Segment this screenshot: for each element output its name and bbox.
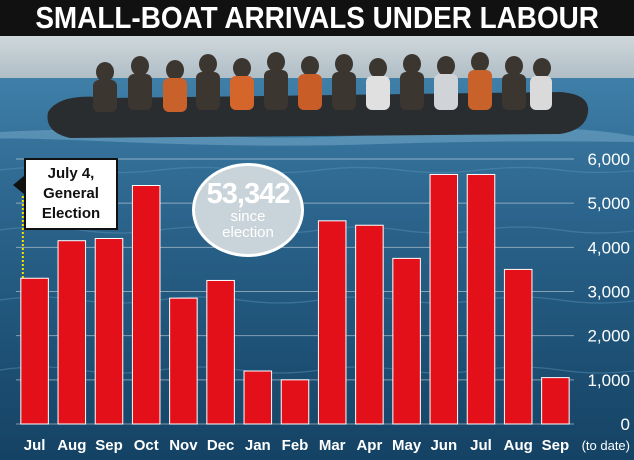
bar-apr-9 [355,224,384,425]
x-tick-label: Feb [282,437,309,454]
bar-oct-3 [131,185,161,425]
y-tick-label: 1,000 [587,371,630,390]
total-caption-line: election [222,224,274,241]
bar-dec-5 [206,279,235,425]
callout-pointer [13,176,24,194]
callout-line: July 4, [47,165,95,182]
total-number: 53,342 [206,178,291,210]
bar-may-10 [392,257,421,425]
to-date-note: (to date) [582,438,630,453]
bar-mar-8 [317,220,347,425]
x-tick-label: Dec [207,437,235,454]
x-tick-label: Oct [134,437,159,454]
total-since-election-badge: 53,342 since election [192,163,304,257]
bar-aug-13 [503,268,533,425]
headline: SMALL-BOAT ARRIVALS UNDER LABOUR [35,0,599,35]
bars [20,173,570,425]
y-tick-label: 2,000 [587,327,630,346]
x-tick-label: May [392,437,422,454]
y-tick-label: 6,000 [587,150,630,169]
x-tick-label: Jan [245,437,271,454]
y-tick-label: 3,000 [587,283,630,302]
election-callout: July 4, General Election [24,158,118,230]
y-tick-label: 4,000 [587,238,630,257]
x-tick-label: Apr [356,437,382,454]
y-axis-tick-labels: 0 1,000 2,000 3,000 4,000 5,000 6,000 [587,150,630,434]
headline-banner: SMALL-BOAT ARRIVALS UNDER LABOUR [0,0,634,36]
bar-jul-0 [20,277,49,425]
callout-line: General [43,185,99,202]
x-axis-tick-labels: Jul Aug Sep Oct Nov Dec Jan Feb Mar Apr May Jun Jul A… [24,437,630,454]
x-tick-label: Aug [504,437,533,454]
bar-feb-7 [280,379,310,425]
bar-jan-6 [243,370,273,425]
x-tick-label: Mar [319,437,346,454]
x-tick-label: Aug [57,437,86,454]
x-tick-label: Sep [95,437,123,454]
bar-jun-11 [429,173,459,425]
bar-jul-12 [466,173,496,425]
bar-nov-4 [169,297,198,425]
callout-line: Election [41,205,101,222]
x-tick-label: Jul [470,437,492,454]
y-tick-label: 0 [621,415,630,434]
arrivals-bar-chart: 0 1,000 2,000 3,000 4,000 5,000 6,000 Jul Aug Se… [16,150,630,454]
total-caption: since election [222,209,274,241]
x-tick-label: Jul [24,437,46,454]
total-caption-line: since [230,208,266,225]
crowd-of-passengers [93,52,552,112]
bar-aug-1 [57,240,87,425]
x-tick-label: Sep [542,437,570,454]
x-tick-label: Jun [430,437,457,454]
x-tick-label: Nov [169,437,198,454]
bar-sep-14 [541,377,570,425]
bar-sep-2 [94,238,124,425]
y-tick-label: 5,000 [587,194,630,213]
